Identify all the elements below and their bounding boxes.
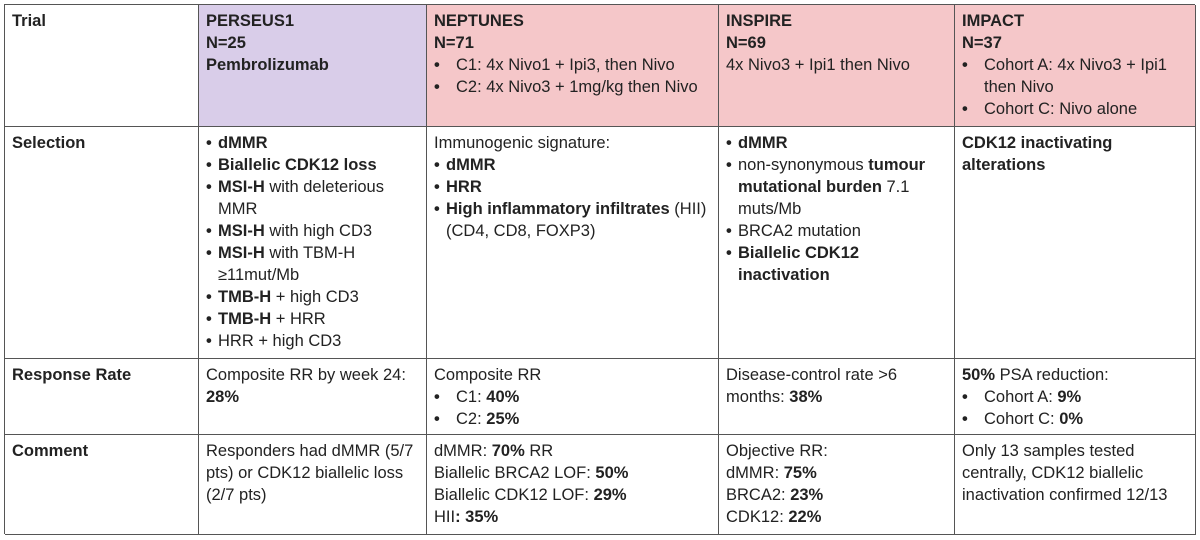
neptunes-name: NEPTUNES — [434, 12, 524, 30]
header-neptunes: NEPTUNES N=71 C1: 4x Nivo1 + Ipi3, then … — [427, 5, 719, 127]
perseus-n: N=25 — [206, 34, 246, 52]
perseus-drug: Pembrolizumab — [206, 56, 329, 74]
list-item: C2: 4x Nivo3 + 1mg/kg then Nivo — [434, 76, 711, 98]
comment-line: BRCA2: 23% — [726, 486, 824, 504]
impact-regimen-list: Cohort A: 4x Nivo3 + Ipi1 then Nivo Coho… — [962, 54, 1188, 120]
comment-impact: Only 13 samples tested centrally, CDK12 … — [955, 435, 1196, 535]
row-label-selection: Selection — [5, 127, 199, 359]
list-item: HRR + high CD3 — [206, 330, 419, 352]
inspire-response-text: Disease-control rate >6 months: — [726, 366, 898, 406]
header-inspire: INSPIRE N=69 4x Nivo3 + Ipi1 then Nivo — [719, 5, 955, 127]
response-label: Response Rate — [12, 366, 132, 384]
response-perseus: Composite RR by week 24: 28% — [199, 359, 427, 435]
impact-response-list: Cohort A: 9% Cohort C: 0% — [962, 386, 1188, 430]
list-item: dMMR — [206, 132, 419, 154]
selection-label: Selection — [12, 134, 86, 152]
row-label-comment: Comment — [5, 435, 199, 535]
header-perseus: PERSEUS1 N=25 Pembrolizumab — [199, 5, 427, 127]
comment-neptunes: dMMR: 70% RR Biallelic BRCA2 LOF: 50% Bi… — [427, 435, 719, 535]
comment-line: dMMR: 75% — [726, 464, 817, 482]
header-trial-label: Trial — [5, 5, 199, 127]
perseus-response-value: 28% — [206, 388, 240, 406]
list-item: dMMR — [726, 132, 947, 154]
list-item: MSI-H with TBM-H ≥11mut/Mb — [206, 242, 419, 286]
list-item: Biallelic CDK12 inactivation — [726, 242, 947, 286]
perseus-response-text: Composite RR by week 24: — [206, 366, 406, 384]
list-item: C1: 40% — [434, 386, 711, 408]
impact-name: IMPACT — [962, 12, 1025, 30]
selection-perseus: dMMR Biallelic CDK12 loss MSI-H with del… — [199, 127, 427, 359]
neptunes-selection-intro: Immunogenic signature: — [434, 134, 611, 152]
inspire-name: INSPIRE — [726, 12, 793, 30]
comment-line: CDK12: 22% — [726, 508, 822, 526]
impact-comment: Only 13 samples tested centrally, CDK12 … — [962, 442, 1168, 504]
impact-n: N=37 — [962, 34, 1002, 52]
neptunes-regimen-list: C1: 4x Nivo1 + Ipi3, then Nivo C2: 4x Ni… — [434, 54, 711, 98]
comment-line: HII: 35% — [434, 508, 499, 526]
comment-perseus: Responders had dMMR (5/7 pts) or CDK12 b… — [199, 435, 427, 535]
list-item: Biallelic CDK12 loss — [206, 154, 419, 176]
comment-line: Biallelic BRCA2 LOF: 50% — [434, 464, 629, 482]
neptunes-response-list: C1: 40% C2: 25% — [434, 386, 711, 430]
inspire-n: N=69 — [726, 34, 766, 52]
list-item: HRR — [434, 176, 711, 198]
list-item: High inflammatory infiltrates (HII) (CD4… — [434, 198, 711, 242]
list-item: Cohort C: Nivo alone — [962, 98, 1188, 120]
comment-line: Biallelic CDK12 LOF: 29% — [434, 486, 627, 504]
inspire-regimen: 4x Nivo3 + Ipi1 then Nivo — [726, 56, 910, 74]
list-item: non-synonymous tumour mutational burden … — [726, 154, 947, 220]
selection-impact: CDK12 inactivating alterations — [955, 127, 1196, 359]
list-item: Cohort C: 0% — [962, 408, 1188, 430]
list-item: MSI-H with high CD3 — [206, 220, 419, 242]
list-item: MSI-H with deleterious MMR — [206, 176, 419, 220]
impact-response-text: PSA reduction: — [995, 366, 1109, 384]
perseus-comment: Responders had dMMR (5/7 pts) or CDK12 b… — [206, 442, 414, 504]
list-item: TMB-H + high CD3 — [206, 286, 419, 308]
selection-neptunes: Immunogenic signature: dMMR HRR High inf… — [427, 127, 719, 359]
list-item: Cohort A: 9% — [962, 386, 1188, 408]
list-item: dMMR — [434, 154, 711, 176]
list-item: BRCA2 mutation — [726, 220, 947, 242]
perseus-name: PERSEUS1 — [206, 12, 295, 30]
response-impact: 50% PSA reduction: Cohort A: 9% Cohort C… — [955, 359, 1196, 435]
comment-line: dMMR: 70% RR — [434, 442, 554, 460]
list-item: C1: 4x Nivo1 + Ipi3, then Nivo — [434, 54, 711, 76]
neptunes-response-intro: Composite RR — [434, 366, 542, 384]
list-item: Cohort A: 4x Nivo3 + Ipi1 then Nivo — [962, 54, 1188, 98]
inspire-comment-intro: Objective RR: — [726, 442, 828, 460]
perseus-selection-list: dMMR Biallelic CDK12 loss MSI-H with del… — [206, 132, 419, 352]
selection-inspire: dMMR non-synonymous tumour mutational bu… — [719, 127, 955, 359]
response-inspire: Disease-control rate >6 months: 38% — [719, 359, 955, 435]
neptunes-selection-list: dMMR HRR High inflammatory infiltrates (… — [434, 154, 711, 242]
impact-response-value: 50% — [962, 366, 996, 384]
response-neptunes: Composite RR C1: 40% C2: 25% — [427, 359, 719, 435]
comment-label: Comment — [12, 442, 89, 460]
row-label-response-rate: Response Rate — [5, 359, 199, 435]
list-item: TMB-H + HRR — [206, 308, 419, 330]
comment-inspire: Objective RR: dMMR: 75% BRCA2: 23% CDK12… — [719, 435, 955, 535]
header-impact: IMPACT N=37 Cohort A: 4x Nivo3 + Ipi1 th… — [955, 5, 1196, 127]
list-item: C2: 25% — [434, 408, 711, 430]
neptunes-n: N=71 — [434, 34, 474, 52]
inspire-response-value: 38% — [789, 388, 823, 406]
inspire-selection-list: dMMR non-synonymous tumour mutational bu… — [726, 132, 947, 286]
impact-selection-text: CDK12 inactivating alterations — [962, 134, 1113, 174]
trial-label: Trial — [12, 12, 46, 30]
trials-table: Trial PERSEUS1 N=25 Pembrolizumab NEPTUN… — [4, 4, 1196, 535]
